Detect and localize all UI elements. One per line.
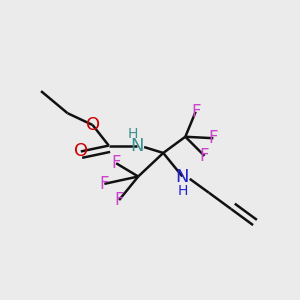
Text: O: O	[85, 116, 100, 134]
Text: F: F	[111, 154, 121, 172]
Text: F: F	[191, 103, 200, 121]
Text: N: N	[130, 136, 143, 154]
Text: F: F	[200, 147, 209, 165]
Text: F: F	[208, 129, 218, 147]
Text: O: O	[74, 142, 88, 160]
Text: H: H	[177, 184, 188, 198]
Text: N: N	[176, 167, 189, 185]
Text: F: F	[100, 175, 109, 193]
Text: H: H	[128, 128, 138, 141]
Text: F: F	[114, 191, 124, 209]
